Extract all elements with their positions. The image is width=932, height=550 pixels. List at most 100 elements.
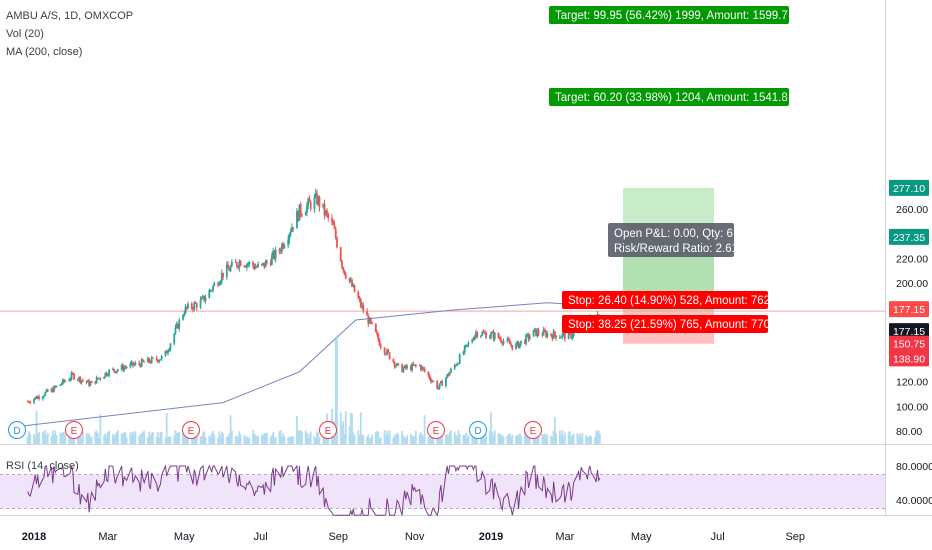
candle [558, 334, 561, 339]
candle-body [343, 270, 346, 275]
candle-body [558, 337, 561, 339]
candle [187, 301, 189, 310]
marker-letter: E [188, 426, 195, 437]
candle [497, 332, 500, 339]
volume-bar [70, 437, 73, 444]
candle-body [113, 368, 116, 372]
volume-bar [344, 411, 347, 444]
volume-bar [475, 433, 477, 444]
candle [462, 350, 465, 356]
volume-bar [546, 434, 549, 444]
volume-bar [187, 433, 189, 444]
volume-bar [287, 437, 290, 444]
candle-body [292, 227, 295, 229]
volume-bar [71, 436, 74, 444]
candle-body [490, 333, 492, 337]
candle-body [239, 261, 242, 266]
volume-bar [90, 436, 93, 444]
candle [217, 281, 219, 288]
candle-body [351, 280, 353, 287]
candle-body [125, 367, 128, 369]
candle [248, 260, 251, 268]
candle-body [392, 359, 395, 362]
volume-bar [55, 435, 58, 444]
time-tick-label: Sep [785, 531, 805, 543]
volume-bar [130, 434, 133, 444]
candle-body [339, 247, 342, 262]
candle-body [555, 335, 558, 339]
candle [473, 335, 476, 341]
ma-legend[interactable]: MA (200, close) [6, 46, 83, 58]
volume-legend[interactable]: Vol (20) [6, 28, 44, 40]
candle [552, 328, 555, 340]
candle [270, 252, 273, 266]
candle [317, 195, 320, 206]
volume-bar [274, 437, 277, 444]
volume-bar [378, 437, 381, 444]
volume-bar [339, 412, 342, 444]
volume-bar [140, 432, 143, 444]
volume-bar [466, 437, 469, 444]
volume-bar [316, 431, 318, 444]
volume-bar [383, 430, 386, 444]
candle-body [445, 377, 447, 386]
volume-bar [44, 430, 47, 444]
candle-body [498, 337, 501, 339]
candle-body [71, 373, 74, 375]
candle [44, 391, 47, 397]
candle-body [99, 378, 102, 380]
candle [456, 362, 459, 367]
volume-bar [296, 415, 298, 444]
candle [297, 210, 300, 223]
candle [446, 373, 449, 379]
symbol-title[interactable]: AMBU A/S, 1D, OMXCOP [6, 10, 134, 22]
candle [313, 194, 316, 213]
candle [525, 333, 527, 346]
candle [165, 349, 168, 354]
ma-200-line [21, 302, 603, 427]
candle [361, 302, 363, 309]
volume-bar [587, 436, 590, 444]
candle [501, 341, 504, 347]
candle [274, 246, 277, 263]
candle-body [562, 332, 565, 334]
candle [142, 358, 144, 362]
dividend-marker: D [8, 421, 26, 439]
candle [546, 330, 549, 339]
candle-body [208, 290, 211, 299]
volume-bar [562, 436, 565, 444]
candle [508, 338, 511, 345]
candle [523, 338, 526, 345]
volume-bar [555, 433, 558, 444]
pnl-box-bg [608, 223, 734, 257]
candle-body [111, 368, 114, 370]
candle-body [108, 369, 111, 376]
candle-body [402, 368, 405, 372]
candle [222, 272, 224, 281]
volume-bar [585, 435, 588, 444]
candle [289, 228, 292, 237]
candle-body [437, 388, 440, 390]
candle-body [230, 261, 233, 267]
candle [308, 195, 311, 203]
volume-bar [298, 430, 301, 444]
candle [516, 340, 519, 347]
candle-body [561, 333, 564, 338]
candle [327, 212, 330, 222]
rsi-legend[interactable]: RSI (14, close) [6, 460, 79, 472]
candle-body [45, 389, 48, 393]
volume-bar [79, 437, 82, 444]
candle [41, 395, 44, 401]
candle-body [263, 262, 266, 268]
candle [342, 266, 345, 273]
candle-body [371, 322, 373, 324]
candle-body [327, 213, 330, 218]
time-tick-label: Nov [405, 531, 425, 543]
candle-body [537, 330, 540, 335]
volume-bar [265, 432, 268, 444]
candle [314, 188, 317, 199]
candle-body [456, 363, 459, 366]
candle [132, 361, 134, 368]
